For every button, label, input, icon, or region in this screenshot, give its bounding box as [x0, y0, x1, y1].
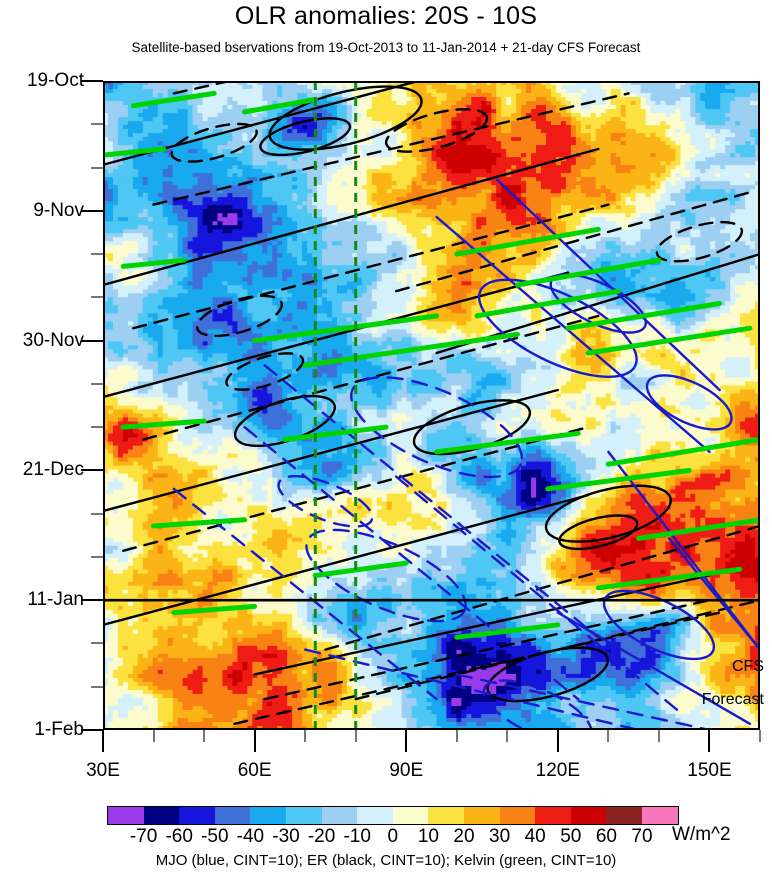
colorbar-tick-label: -20 [307, 826, 336, 847]
y-axis-minor-tick [91, 426, 103, 429]
colorbar-swatch [285, 807, 322, 824]
colorbar-tick-label: -50 [201, 826, 229, 847]
x-axis-minor-tick [506, 730, 509, 742]
x-axis-major-tick [405, 730, 408, 752]
colorbar-tick-label: 50 [560, 826, 582, 847]
y-axis-major-tick [81, 469, 103, 472]
colorbar-tick-label: -30 [272, 826, 300, 847]
y-axis-major-tick [81, 209, 103, 212]
x-axis-minor-tick [304, 730, 307, 742]
x-axis-tick-label: 120E [535, 760, 581, 781]
x-axis-tick-label: 90E [389, 760, 424, 781]
x-axis-minor-tick [152, 730, 155, 742]
y-axis-tick-label: 19-Oct [26, 70, 84, 91]
colorbar-tick-label: -60 [165, 826, 193, 847]
colorbar-tick-label: 0 [387, 826, 399, 847]
y-axis-minor-tick [91, 123, 103, 126]
y-axis-minor-tick [91, 512, 103, 515]
colorbar-tick-label: 10 [417, 826, 439, 847]
y-axis-tick-label: 1-Feb [34, 719, 84, 740]
x-axis-minor-tick [203, 730, 206, 742]
x-axis-minor-tick [607, 730, 610, 742]
y-axis-major-tick [81, 80, 103, 82]
x-axis-major-tick [102, 730, 104, 752]
colorbar-swatch [463, 807, 500, 824]
y-axis-major-tick [81, 339, 103, 342]
colorbar-tick-label: 30 [489, 826, 511, 847]
x-axis-tick-label: 150E [687, 760, 732, 781]
colorbar-swatch [499, 807, 536, 824]
y-axis-major-tick [81, 599, 103, 602]
y-axis-tick-label: 21-Dec [22, 459, 84, 481]
y-axis-minor-tick [91, 253, 103, 256]
x-axis-minor-tick [657, 730, 660, 742]
colorbar-swatch [179, 807, 215, 824]
y-axis-tick-label: 30-Nov [22, 329, 84, 351]
x-axis-major-tick [556, 730, 559, 752]
colorbar-swatch [357, 807, 393, 824]
chart-subtitle: Satellite-based bservations from 19-Oct-… [131, 40, 641, 55]
x-axis-minor-tick [455, 730, 458, 742]
x-axis-major-tick [708, 730, 711, 752]
colorbar-tick-label: 60 [595, 826, 617, 847]
colorbar-units-label: W/m^2 [672, 824, 731, 845]
colorbar-swatch [143, 807, 180, 824]
y-axis-tick-label: 9-Nov [33, 199, 84, 221]
colorbar-tick-label: 20 [453, 826, 475, 847]
colorbar-swatch [535, 807, 571, 824]
y-axis-minor-tick [91, 555, 103, 558]
colorbar-swatch [570, 807, 607, 824]
colorbar-swatch [428, 807, 464, 824]
colorbar-tick-label: -70 [129, 826, 158, 847]
colorbar-tick-label: -40 [236, 826, 265, 847]
y-axis-minor-tick [91, 685, 103, 688]
x-axis-tick-label: 60E [237, 760, 272, 781]
y-axis-minor-tick [91, 166, 103, 169]
chart-title: OLR anomalies: 20S - 10S [234, 2, 538, 30]
y-axis-major-tick [81, 729, 103, 731]
colorbar [107, 806, 679, 825]
hovmoller-plot-area [103, 81, 760, 730]
x-axis-major-tick [253, 730, 256, 752]
colorbar-swatch [250, 807, 286, 824]
y-axis-minor-tick [91, 382, 103, 385]
y-axis: 19-Oct 9-Nov 30-Nov 21-Dec 11-Jan 1-Feb [0, 0, 92, 878]
cfs-forecast-note-line1: CFS [732, 658, 764, 676]
colorbar-swatch [321, 807, 358, 824]
cfs-forecast-note-line2: Forecast [701, 691, 764, 709]
x-axis-minor-tick [759, 730, 761, 742]
colorbar-tick-label: 70 [631, 826, 653, 847]
chart-caption: MJO (blue, CINT=10); ER (black, CINT=10)… [155, 852, 617, 869]
colorbar-tick-label: -10 [343, 826, 371, 847]
x-axis-tick-label: 30E [86, 760, 120, 781]
colorbar-tick-label: 40 [524, 826, 546, 847]
colorbar-swatch [641, 807, 678, 824]
y-axis-minor-tick [91, 642, 103, 645]
x-axis-minor-tick [354, 730, 357, 742]
y-axis-tick-label: 11-Jan [27, 589, 84, 611]
y-axis-minor-tick [91, 296, 103, 299]
colorbar-swatch [108, 807, 144, 824]
colorbar-swatch [392, 807, 429, 824]
colorbar-swatch [214, 807, 251, 824]
colorbar-swatch [606, 807, 642, 824]
